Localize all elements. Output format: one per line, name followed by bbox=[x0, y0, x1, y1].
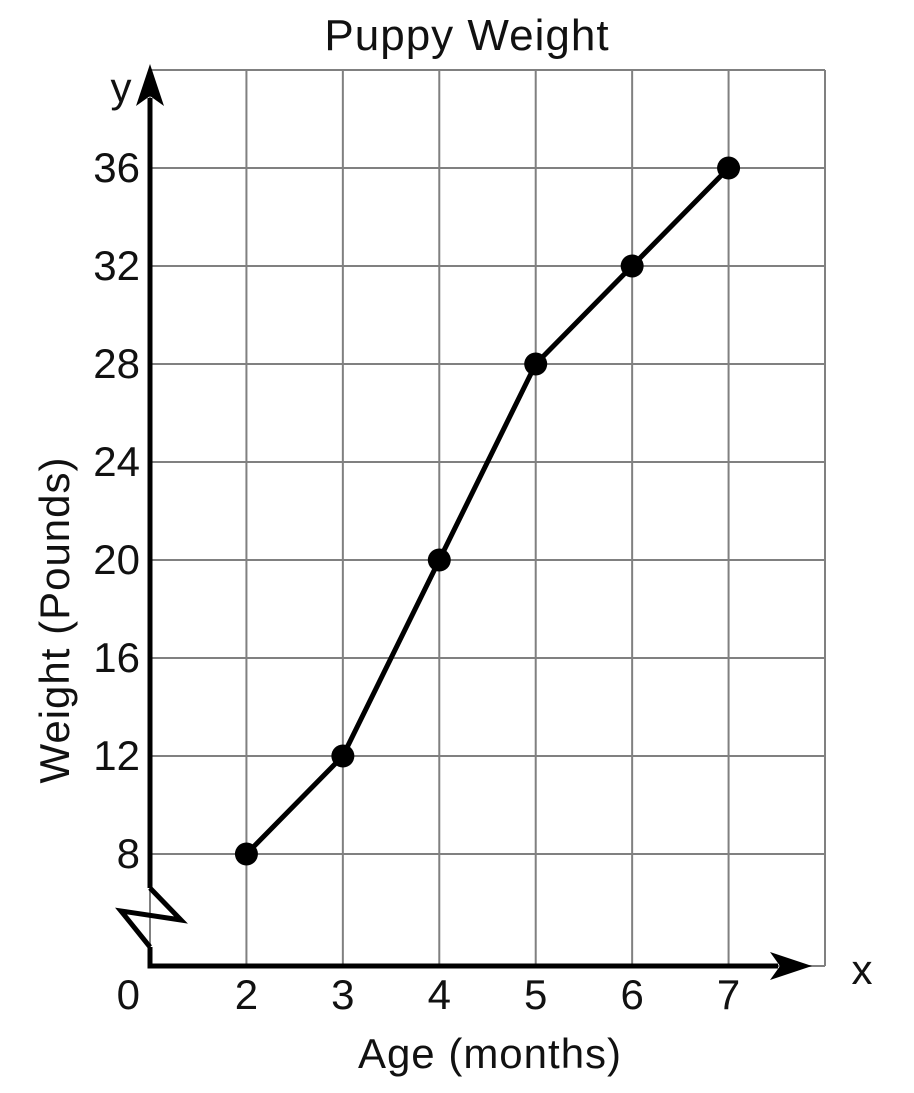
data-point bbox=[234, 842, 258, 866]
x-axis-title: Age (months) bbox=[357, 1030, 623, 1077]
data-point bbox=[620, 254, 644, 278]
data-series bbox=[244, 166, 731, 856]
y-axis-arrowhead bbox=[136, 64, 164, 106]
x-axis-arrowhead bbox=[770, 952, 812, 980]
y-axis-arrow-letter: y bbox=[110, 64, 132, 111]
y-axis-title: Weight (Pounds) bbox=[31, 456, 78, 784]
data-line bbox=[244, 166, 731, 856]
data-point bbox=[524, 352, 548, 376]
chart-title: Puppy Weight bbox=[324, 11, 610, 60]
data-point bbox=[717, 156, 741, 180]
data-points bbox=[234, 156, 741, 866]
data-point bbox=[427, 548, 451, 572]
axes bbox=[115, 64, 812, 980]
x-axis-arrow-letter: x bbox=[851, 946, 873, 993]
gridlines bbox=[149, 69, 826, 967]
data-point bbox=[331, 744, 355, 768]
y-axis-break-zigzag bbox=[115, 886, 188, 949]
